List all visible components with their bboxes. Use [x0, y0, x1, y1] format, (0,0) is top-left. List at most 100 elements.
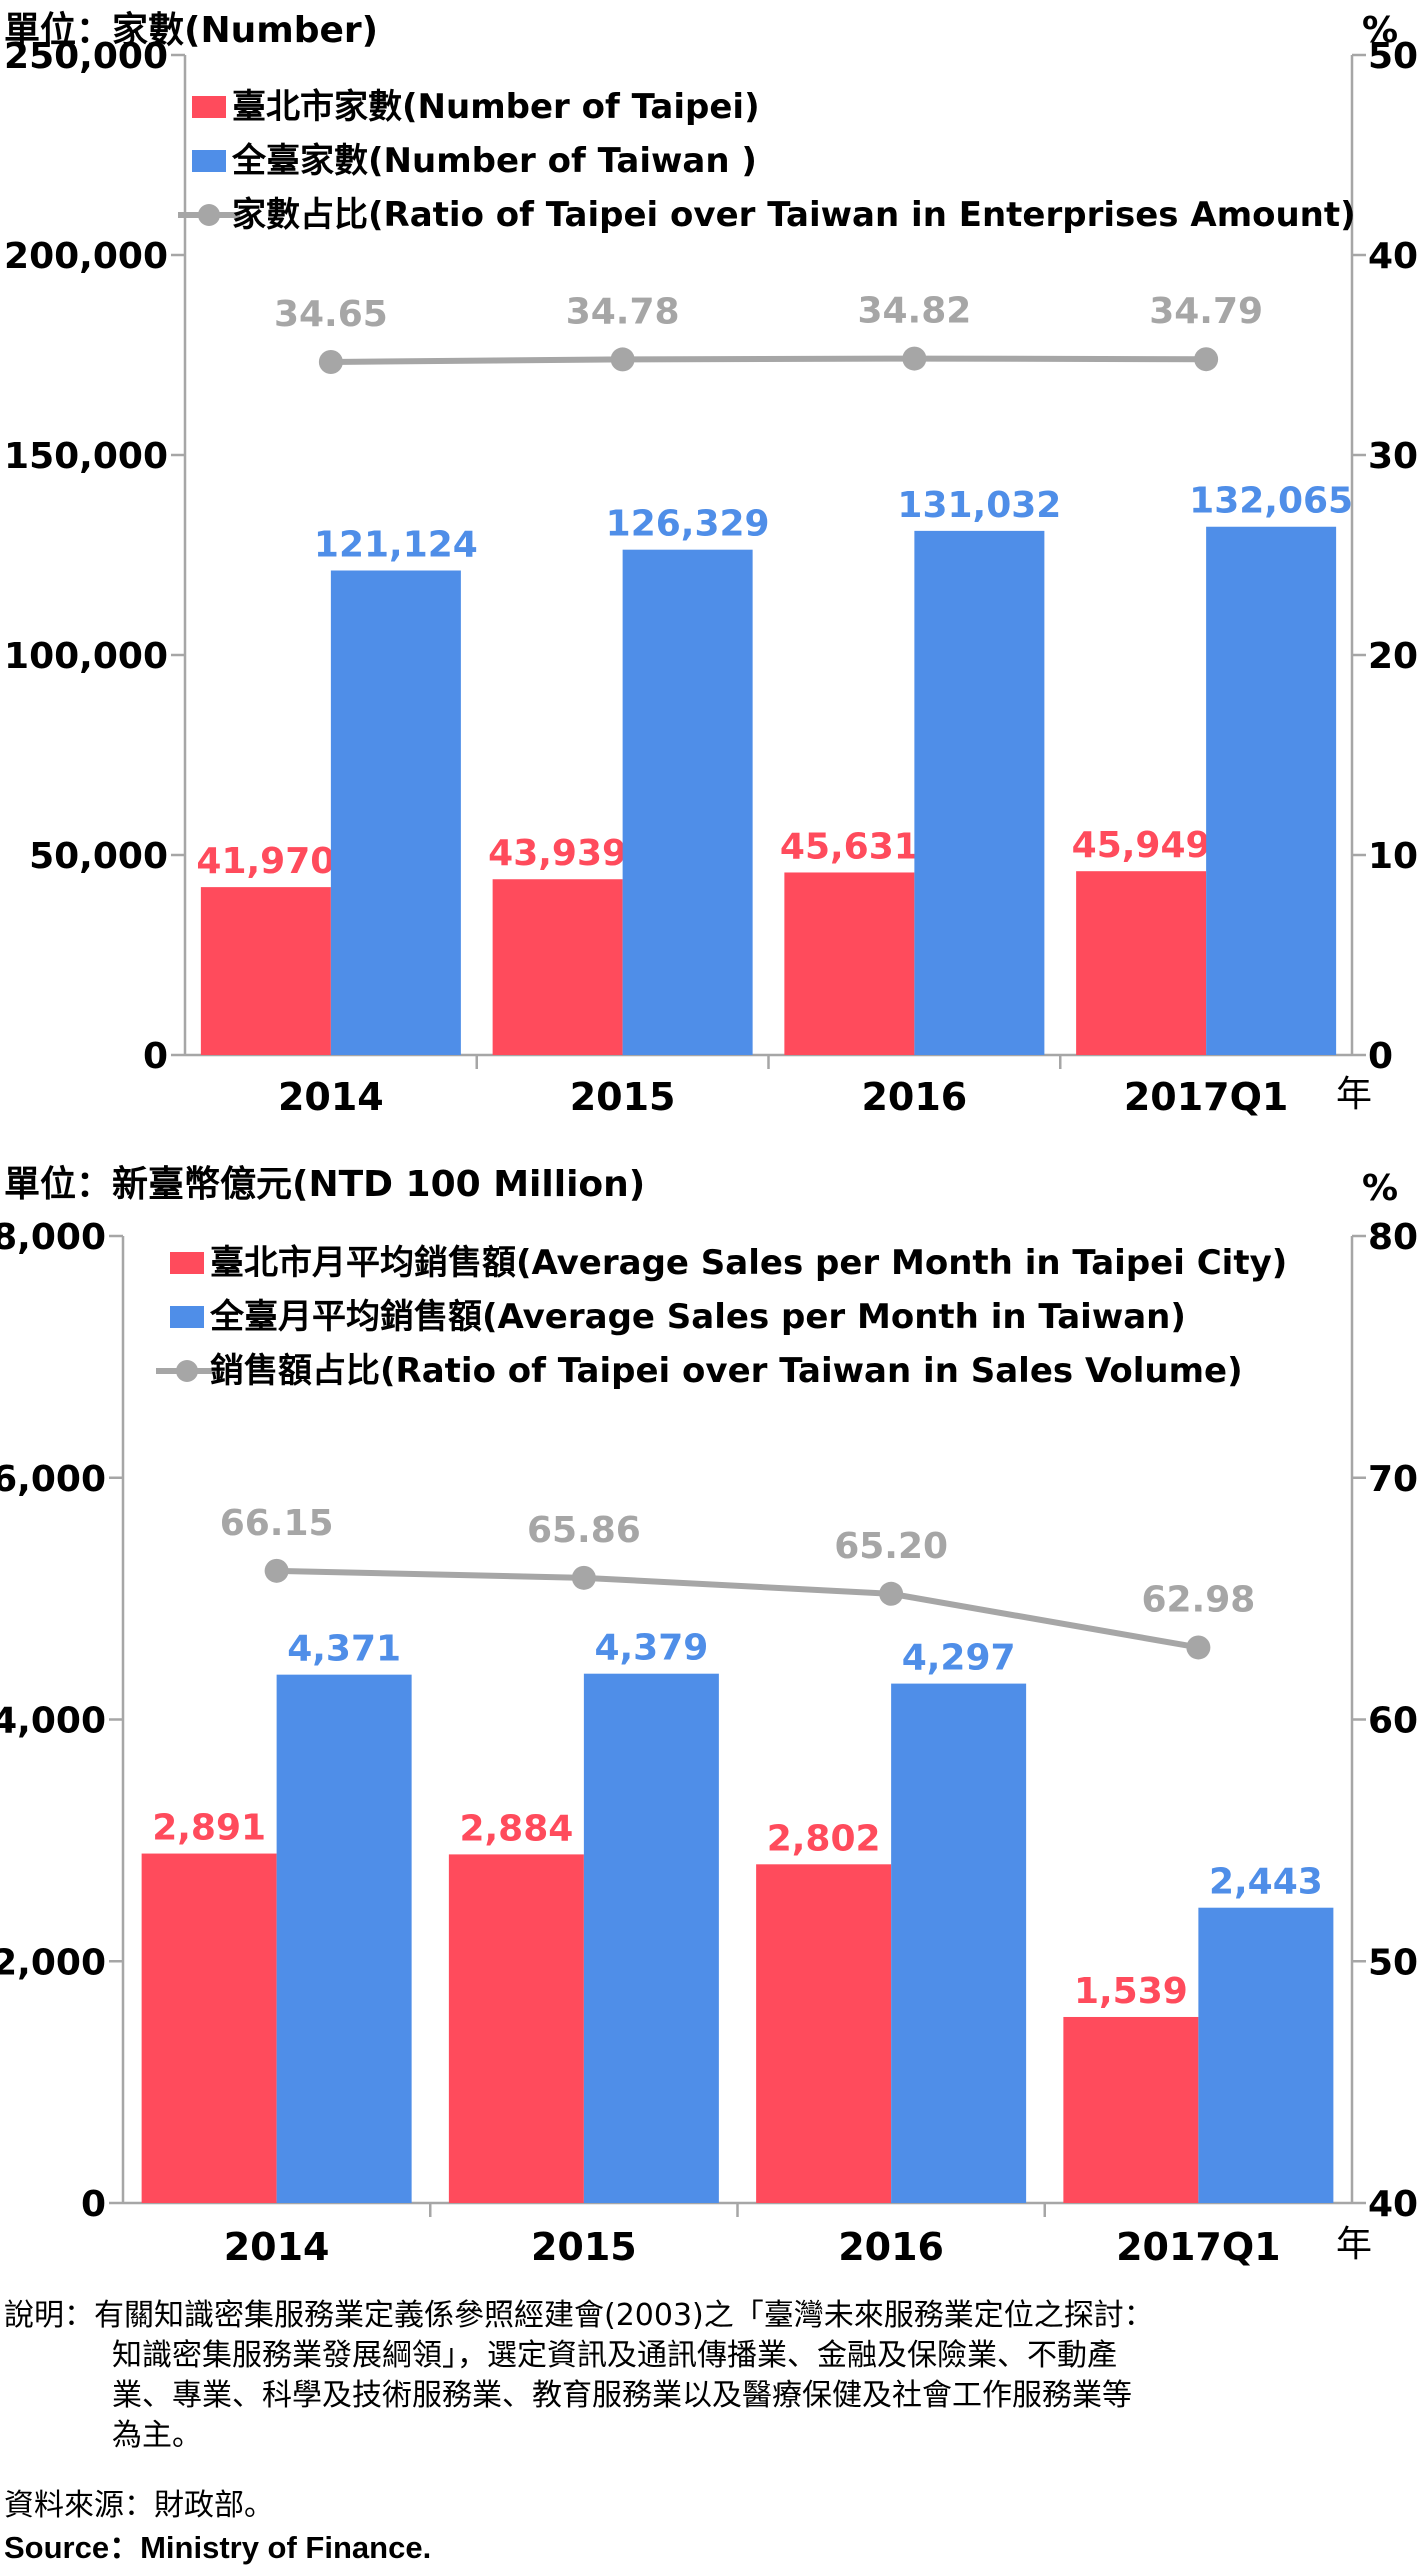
chart1-bar-taiwan — [1206, 526, 1337, 1055]
chart2-bar-taiwan — [583, 1673, 719, 2203]
chart1-y2-tick-label: 50 — [1368, 36, 1418, 77]
chart2-y-tick-label: 6,000 — [0, 1459, 106, 1500]
chart1-legend-label: 全臺家數(Number of Taiwan ) — [231, 141, 757, 181]
chart1-y2-tick-label: 40 — [1368, 236, 1418, 277]
chart1-bar-value-label: 45,949 — [1072, 825, 1211, 866]
chart2-bar-taiwan — [1198, 1907, 1334, 2203]
chart1-bar-value-label: 131,032 — [897, 485, 1061, 526]
chart2-right-unit-label: % — [1362, 1168, 1398, 1209]
chart2-ratio-point — [879, 1581, 904, 1606]
chart1-bar-value-label: 132,065 — [1189, 481, 1353, 522]
chart2-ratio-point — [571, 1565, 596, 1590]
chart2-ratio-value-label: 65.86 — [527, 1510, 641, 1551]
chart2-bar-taipei — [1063, 2016, 1199, 2203]
chart2-ratio-line — [276, 1567, 1199, 1651]
chart2-legend-label: 銷售額占比(Ratio of Taipei over Taiwan in Sal… — [210, 1351, 1243, 1391]
chart1-bar-value-label: 121,124 — [314, 525, 478, 566]
chart2-bar-taipei — [448, 1854, 584, 2203]
chart1-legend-label: 臺北市家數(Number of Taipei) — [232, 87, 760, 127]
chart2-legend-marker — [176, 1360, 198, 1382]
source-en: Source：Ministry of Finance. — [4, 2530, 432, 2565]
chart2-y-tick-label: 4,000 — [0, 1701, 106, 1742]
chart2-y2-tick-label: 70 — [1368, 1459, 1418, 1500]
chart1-legend-swatch — [192, 150, 226, 172]
chart1-legend-label: 家數占比(Ratio of Taipei over Taiwan in Ente… — [232, 195, 1356, 235]
chart2-legend-swatch — [170, 1306, 204, 1328]
chart2-legend-label: 全臺月平均銷售額(Average Sales per Month in Taiw… — [209, 1297, 1186, 1337]
chart2-bar-value-label: 4,297 — [902, 1638, 1016, 1679]
chart1-y-tick-label: 200,000 — [4, 236, 168, 277]
source-zh: 資料來源：財政部。 — [4, 2488, 274, 2523]
chart2-category-label: 2015 — [531, 2225, 637, 2269]
chart1-bar-taipei — [492, 879, 623, 1055]
chart2-bar-taiwan — [891, 1683, 1027, 2203]
chart1-bar-taiwan — [622, 549, 753, 1055]
chart1-ratio-point — [318, 350, 343, 374]
chart1-unit-label: 單位：家數(Number) — [4, 10, 378, 51]
chart1-y2-tick-label: 20 — [1368, 636, 1418, 677]
chart2-category-label: 2014 — [224, 2225, 330, 2269]
chart1-bar-taipei — [200, 887, 331, 1055]
chart2-bar-value-label: 1,539 — [1074, 1971, 1188, 2012]
chart2-bar-value-label: 2,443 — [1209, 1862, 1323, 1903]
chart1-bar-value-label: 126,329 — [606, 504, 770, 545]
chart2-y2-tick-label: 40 — [1368, 2184, 1418, 2225]
chart2-bar-taipei — [756, 1864, 892, 2203]
chart2-y2-tick-label: 50 — [1368, 1942, 1418, 1983]
chart2-ratio-value-label: 62.98 — [1141, 1579, 1255, 1620]
chart2-y-tick-label: 0 — [81, 2184, 106, 2225]
chart1-bar-taipei — [784, 872, 915, 1055]
chart1-y-tick-label: 0 — [143, 1036, 168, 1077]
chart1-y-tick-label: 50,000 — [29, 836, 168, 877]
chart1-bar-taipei — [1076, 871, 1207, 1055]
chart2-ratio-value-label: 65.20 — [834, 1526, 948, 1567]
chart2-unit-label: 單位：新臺幣億元(NTD 100 Million) — [4, 1164, 645, 1205]
chart2-legend-label: 臺北市月平均銷售額(Average Sales per Month in Tai… — [210, 1243, 1287, 1283]
chart2-legend-swatch — [170, 1252, 204, 1274]
chart1-bar-taiwan — [914, 530, 1045, 1055]
chart1-y-tick-label: 250,000 — [4, 36, 168, 77]
chart1-bar-value-label: 45,631 — [780, 826, 919, 867]
note-line-3: 業、專業、科學及技術服務業、教育服務業以及醫療保健及社會工作服務業等 — [112, 2378, 1132, 2413]
chart2-ratio-value-label: 66.15 — [220, 1503, 334, 1544]
chart2-y2-tick-label: 60 — [1368, 1701, 1418, 1742]
chart1-category-label: 2017Q1 — [1124, 1075, 1289, 1119]
chart1-ratio-value-label: 34.79 — [1149, 291, 1263, 332]
chart2-bar-value-label: 2,802 — [767, 1818, 881, 1859]
chart1-category-label: 2015 — [570, 1075, 676, 1119]
chart2-category-label: 2016 — [838, 2225, 944, 2269]
chart1-ratio-value-label: 34.78 — [566, 291, 680, 332]
chart1-legend-swatch — [192, 96, 226, 118]
chart2-y-tick-label: 8,000 — [0, 1217, 106, 1258]
chart1-bar-taiwan — [330, 570, 461, 1055]
chart1-category-label: 2014 — [278, 1075, 384, 1119]
chart2-x-unit-label: 年 — [1336, 2224, 1372, 2265]
chart2-ratio-point — [1186, 1635, 1211, 1660]
chart2-bar-value-label: 4,371 — [287, 1629, 401, 1670]
chart1-y-tick-label: 150,000 — [4, 436, 168, 477]
chart1-ratio-value-label: 34.65 — [274, 294, 388, 335]
chart2-category-label: 2017Q1 — [1116, 2225, 1281, 2269]
chart2-bar-value-label: 4,379 — [594, 1628, 708, 1669]
chart1-category-label: 2016 — [861, 1075, 967, 1119]
chart2-bar-value-label: 2,884 — [459, 1808, 573, 1849]
note-line-1: 說明：有關知識密集服務業定義係參照經建會(2003)之「臺灣未來服務業定位之探討… — [4, 2298, 1154, 2333]
chart2-bar-taiwan — [276, 1674, 412, 2203]
chart1-y2-tick-label: 10 — [1368, 836, 1418, 877]
chart1-legend-marker — [198, 204, 220, 226]
chart2-ratio-point — [264, 1558, 289, 1583]
chart1-ratio-point — [610, 347, 635, 372]
chart2-bar-taipei — [141, 1853, 277, 2203]
chart1-x-unit-label: 年 — [1336, 1074, 1372, 1115]
chart1-y2-tick-label: 0 — [1368, 1036, 1393, 1077]
chart1-right-unit-label: % — [1362, 10, 1398, 51]
chart1-bar-value-label: 43,939 — [488, 833, 627, 874]
chart1-bar-value-label: 41,970 — [196, 841, 335, 882]
chart1-ratio-value-label: 34.82 — [857, 291, 971, 332]
chart2-bar-value-label: 2,891 — [152, 1808, 266, 1849]
note-line-2: 知識密集服務業發展綱領」，選定資訊及通訊傳播業、金融及保險業、不動產 — [112, 2338, 1117, 2373]
chart1-ratio-line — [330, 355, 1207, 365]
chart1-ratio-point — [1194, 347, 1219, 372]
chart2-y-tick-label: 2,000 — [0, 1942, 106, 1983]
